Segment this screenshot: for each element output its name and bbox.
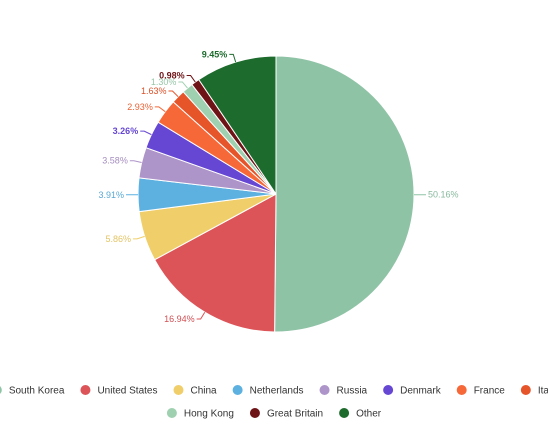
legend-item-other[interactable]: Other xyxy=(339,408,382,420)
pie-slice-other[interactable] xyxy=(198,55,277,196)
legend-item-italy[interactable]: Italy xyxy=(520,385,548,397)
legend-item-china[interactable]: China xyxy=(173,385,217,397)
data-label-france: 2.93% xyxy=(127,102,153,112)
data-label-russia: 3.58% xyxy=(102,156,128,166)
legend-item-russia[interactable]: Russia xyxy=(319,385,368,397)
data-label-denmark: 3.26% xyxy=(113,126,139,136)
percentage-labels: 50.16% 16.94% 5.86% 3.91% 3.58% 3.26% 2.93% 1.6… xyxy=(98,49,458,324)
legend-marker-russia xyxy=(319,385,330,395)
legend-label-netherlands: Netherlands xyxy=(250,386,304,397)
leader-line-other xyxy=(229,53,237,63)
leader-line-italy xyxy=(168,90,179,98)
legend-item-france[interactable]: France xyxy=(456,385,506,397)
legend-label-hong-kong: Hong Kong xyxy=(184,409,234,420)
legend-item-hong-kong[interactable]: Hong Kong xyxy=(166,408,234,420)
leader-line-hong-kong xyxy=(178,81,188,89)
leader-line-france xyxy=(154,106,166,113)
pie-slices xyxy=(137,55,415,333)
legend-marker-denmark xyxy=(383,385,394,395)
legend-marker-other xyxy=(339,408,350,418)
legend-label-other: Other xyxy=(356,409,382,420)
legend-marker-united-states xyxy=(80,385,91,395)
data-label-italy: 1.63% xyxy=(141,86,167,96)
legend-label-south-korea: South Korea xyxy=(9,386,65,397)
legend-item-united-states[interactable]: United States xyxy=(80,385,157,397)
leader-line-china xyxy=(133,235,145,240)
legend-item-netherlands[interactable]: Netherlands xyxy=(232,385,304,397)
data-label-hong-kong: 1.30% xyxy=(151,77,177,87)
data-label-netherlands: 3.91% xyxy=(98,190,124,200)
legend-marker-south-korea xyxy=(0,386,2,394)
legend-marker-italy xyxy=(520,385,531,395)
legend-marker-china xyxy=(173,385,184,395)
leader-line-russia xyxy=(129,160,142,164)
label-leader-lines xyxy=(126,53,426,320)
legend-marker-france xyxy=(456,385,467,395)
legend-item-denmark[interactable]: Denmark xyxy=(383,385,442,397)
legend-label-denmark: Denmark xyxy=(400,386,442,397)
legend-label-russia: Russia xyxy=(337,386,368,397)
data-label-other: 9.45% xyxy=(202,49,228,59)
leader-line-great-britain xyxy=(186,75,196,83)
legend-item-south-korea[interactable]: South Korea xyxy=(0,385,65,397)
legend-item-great-britain[interactable]: Great Britain xyxy=(249,408,323,420)
legend-label-china: China xyxy=(190,386,217,397)
legend-label-italy: Italy xyxy=(538,386,548,397)
leader-line-united-states xyxy=(196,311,206,320)
legend: South Korea United States China Netherlands… xyxy=(0,385,548,420)
legend-label-united-states: United States xyxy=(97,386,157,397)
data-label-united-states: 16.94% xyxy=(164,314,195,324)
data-label-south-korea: 50.16% xyxy=(428,190,459,200)
legend-marker-great-britain xyxy=(249,408,260,418)
legend-label-france: France xyxy=(474,386,506,397)
legend-marker-netherlands xyxy=(232,385,243,395)
legend-marker-hong-kong xyxy=(166,408,177,418)
data-label-china: 5.86% xyxy=(106,234,132,244)
data-label-great-britain: 0.98% xyxy=(159,71,185,81)
legend-label-great-britain: Great Britain xyxy=(267,409,323,420)
pie-slice-south-korea[interactable] xyxy=(274,55,415,333)
leader-line-denmark xyxy=(140,130,152,136)
